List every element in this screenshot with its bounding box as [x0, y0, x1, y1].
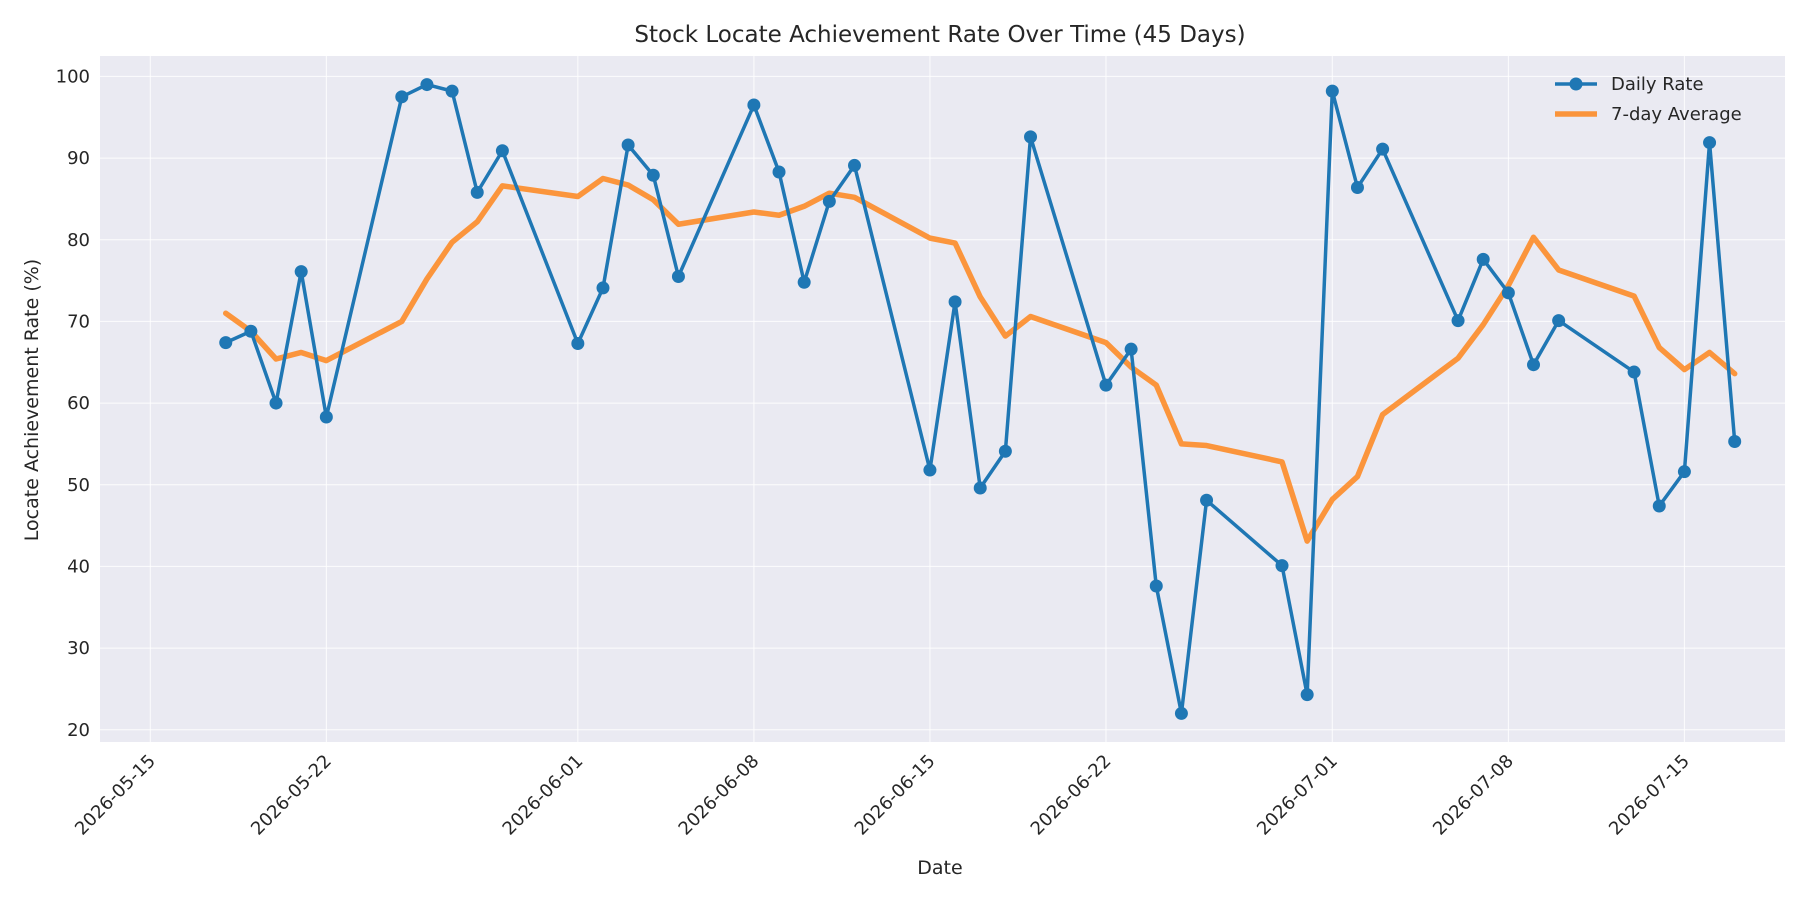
data-point	[1376, 142, 1390, 156]
data-point	[621, 138, 635, 152]
x-axis-label: Date	[917, 857, 962, 879]
y-tick-label: 20	[67, 720, 90, 741]
y-tick-label: 50	[67, 475, 90, 496]
data-point	[1677, 465, 1691, 479]
data-point	[646, 168, 660, 182]
data-point	[1728, 434, 1742, 448]
data-point	[1552, 314, 1566, 328]
legend-item: 7-day Average	[1555, 104, 1742, 125]
data-point	[1275, 559, 1289, 573]
chart-title: Stock Locate Achievement Rate Over Time …	[634, 22, 1245, 48]
data-point	[822, 194, 836, 208]
data-point	[847, 158, 861, 172]
data-point	[1652, 499, 1666, 513]
data-point	[470, 185, 484, 199]
data-point	[1200, 493, 1214, 507]
data-point	[1476, 252, 1490, 266]
data-point	[1149, 579, 1163, 593]
data-point	[269, 396, 283, 410]
data-point	[1501, 286, 1515, 300]
data-point	[747, 98, 761, 112]
series-7-day-average	[223, 175, 1738, 544]
data-point	[948, 295, 962, 309]
y-tick-label: 80	[67, 230, 90, 251]
plot-area	[100, 56, 1785, 742]
data-point	[395, 90, 409, 104]
legend-label: Daily Rate	[1611, 74, 1704, 95]
data-point	[1300, 688, 1314, 702]
data-point	[219, 336, 233, 350]
data-point	[797, 275, 811, 289]
data-point	[772, 165, 786, 179]
y-tick-label: 40	[67, 556, 90, 577]
data-point	[1024, 130, 1038, 144]
data-point	[1099, 378, 1113, 392]
data-point	[571, 336, 585, 350]
data-point	[495, 144, 509, 158]
y-tick-label: 30	[67, 638, 90, 659]
legend-label: 7-day Average	[1611, 104, 1742, 125]
data-point	[319, 410, 333, 424]
series-daily-rate	[219, 78, 1742, 720]
y-axis-ticks: 20 30 40 50 60 70 80 90 100	[56, 66, 90, 740]
data-point	[1350, 180, 1364, 194]
series-line	[223, 175, 1738, 544]
data-point	[1527, 358, 1541, 372]
data-point	[420, 78, 434, 92]
legend-item: Daily Rate	[1555, 74, 1704, 95]
data-point	[244, 324, 258, 338]
data-point	[998, 444, 1012, 458]
data-point	[1124, 342, 1138, 356]
y-axis-label: Locate Achievement Rate (%)	[21, 259, 43, 541]
data-point	[1451, 314, 1465, 328]
data-point	[923, 463, 937, 477]
data-point	[596, 281, 610, 295]
y-tick-label: 60	[67, 393, 90, 414]
data-point	[294, 265, 308, 279]
data-point	[671, 270, 685, 283]
legend-marker	[1569, 77, 1583, 91]
data-point	[1703, 136, 1717, 150]
series-layer	[219, 78, 1742, 720]
data-point	[1174, 706, 1188, 720]
legend: Daily Rate 7-day Average	[1555, 74, 1742, 125]
y-tick-label: 100	[56, 66, 90, 87]
data-point	[973, 481, 987, 495]
data-point	[1627, 365, 1641, 379]
data-point	[1325, 84, 1339, 98]
y-tick-label: 90	[67, 148, 90, 169]
data-point	[445, 84, 459, 98]
y-tick-label: 70	[67, 311, 90, 332]
grid	[100, 56, 1785, 742]
